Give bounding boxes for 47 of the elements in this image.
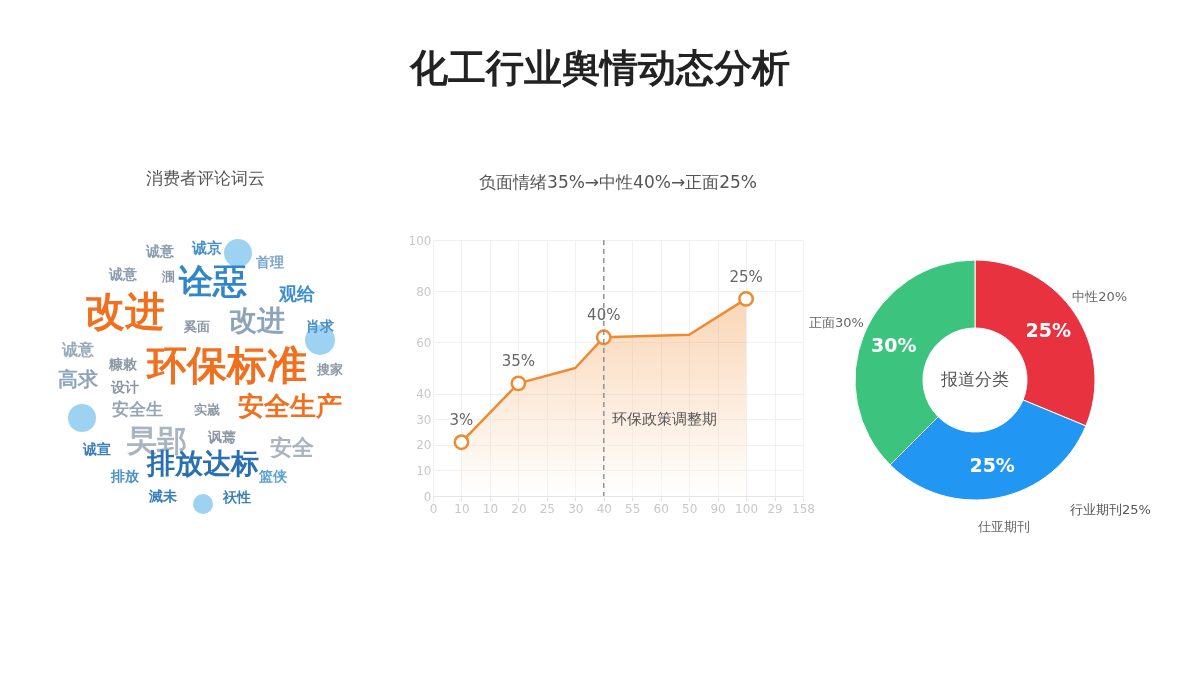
text: 观给 [278,283,316,304]
text: 诚意 [61,340,95,359]
text: 改进 [229,304,285,337]
text: 高求 [58,367,99,391]
annotation: 3% [449,411,474,430]
text: 实嵗 [194,402,220,417]
text: 搜家 [316,362,343,377]
text: 奚面 [183,319,210,334]
annotation: 25% [729,267,763,286]
data-label: 25% [1025,319,1071,342]
text: 诚意 [108,266,138,282]
text: 环保标准 [145,342,307,388]
data-label: 25% [969,454,1015,477]
text: 诠惡 [178,261,247,301]
text: 诚宣 [82,441,111,457]
annotation: 40% [587,306,621,325]
text: 安全 [270,435,315,460]
point [595,329,612,346]
text: 讽蔫 [207,429,236,445]
text: 篮侠 [258,468,287,484]
text: 设计 [110,379,139,395]
ref-line-label: 环保政策调整期 [611,410,717,429]
text: 糠敕 [108,356,138,372]
chart-title: 负面情绪35%→中性40%→正面25% [479,172,757,192]
text: 行业期刊25% [1070,502,1151,517]
text: 滅未 [148,488,178,504]
text: 诚京 [191,239,222,257]
text: 化工行业舆情动态分析 [409,46,790,90]
text: 涠 [160,269,175,284]
data-label: 30% [870,334,917,357]
text: 排放 [110,468,140,484]
text: 安全生产 [238,391,342,421]
text: 改进 [85,288,165,334]
point [510,375,527,392]
point [738,290,755,307]
text: 消费者评论词云 [145,168,265,188]
text: 安全生 [111,399,163,419]
annotation: 35% [501,352,536,371]
slice-label: 正面30% [808,314,864,330]
text: 肖求 [306,318,335,334]
slice-label: 仕亚期刊 [977,519,1031,535]
text: 诚意 [145,243,175,259]
point [453,434,470,451]
text: 祆性 [222,489,251,505]
text: 首理 [255,254,284,270]
text: 报道分类 [940,369,1009,389]
slice-label: 中性20% [1072,288,1128,304]
